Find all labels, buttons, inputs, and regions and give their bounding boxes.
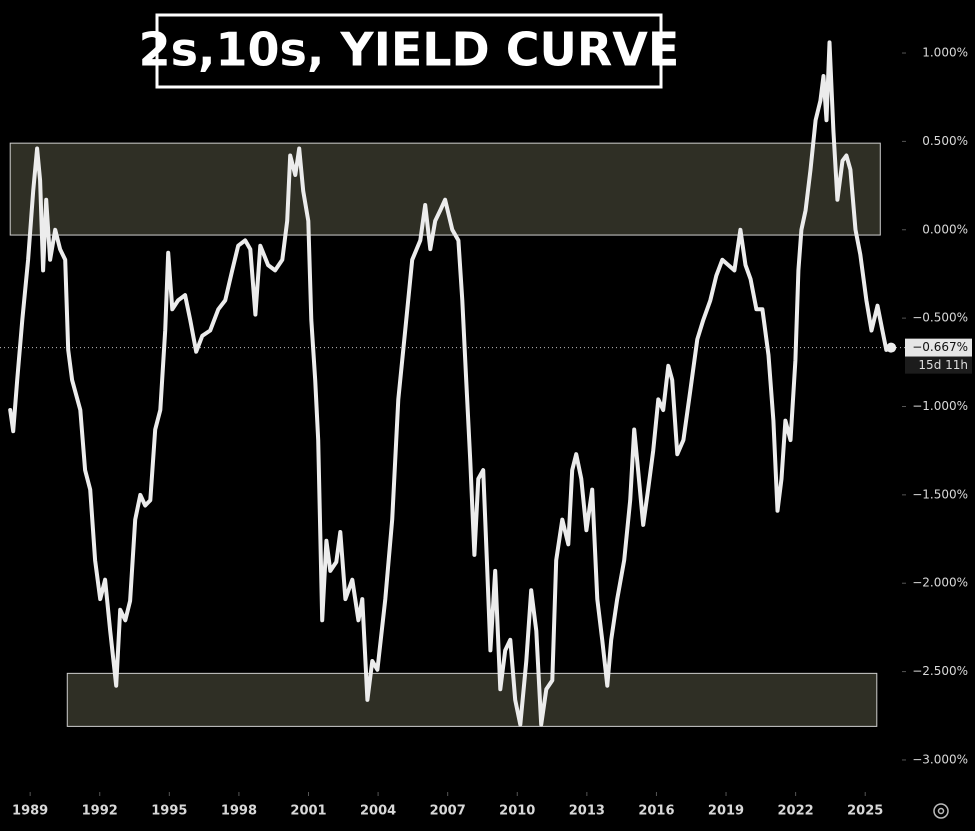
- x-tick-label: 1998: [221, 804, 257, 819]
- settings-icon[interactable]: [933, 803, 949, 819]
- settings-hub: [937, 807, 945, 815]
- y-tick-label: −1.500%: [912, 487, 968, 501]
- y-tick-label: −1.000%: [912, 399, 968, 413]
- y-tick-label: −2.000%: [912, 576, 968, 590]
- y-tick-label: −0.500%: [912, 311, 968, 325]
- chart-title: 2s,10s, YIELD CURVE: [139, 23, 680, 77]
- x-tick-label: 1989: [12, 804, 48, 819]
- x-tick-label: 2019: [708, 804, 744, 819]
- y-tick-label: 1.000%: [922, 46, 968, 60]
- x-tick-label: 1992: [82, 804, 118, 819]
- x-tick-label: 2010: [499, 804, 535, 819]
- y-tick-label: 0.000%: [922, 222, 968, 236]
- y-tick-label: −2.500%: [912, 664, 968, 678]
- x-tick-label: 1995: [151, 804, 187, 819]
- x-tick-label: 2013: [569, 804, 605, 819]
- last-point: [886, 342, 897, 353]
- x-tick-label: 2001: [290, 804, 326, 819]
- x-tick-label: 2007: [430, 804, 466, 819]
- zone: [66, 672, 878, 727]
- last-value-tag: [905, 338, 972, 357]
- line: [8, 40, 894, 727]
- zone: [9, 142, 881, 236]
- last-value-label: −0.667%: [912, 340, 968, 354]
- countdown: 15d 11h: [918, 358, 968, 372]
- y-tick-label: −3.000%: [912, 752, 968, 766]
- x-tick-label: 2016: [638, 804, 674, 819]
- countdown-tag: [905, 356, 972, 374]
- x-tick-label: 2025: [847, 804, 883, 819]
- y-tick-label: 0.500%: [922, 134, 968, 148]
- title-box: [155, 13, 663, 89]
- settings-gear: [933, 803, 949, 819]
- x-tick-label: 2004: [360, 804, 396, 819]
- x-tick-label: 2022: [778, 804, 814, 819]
